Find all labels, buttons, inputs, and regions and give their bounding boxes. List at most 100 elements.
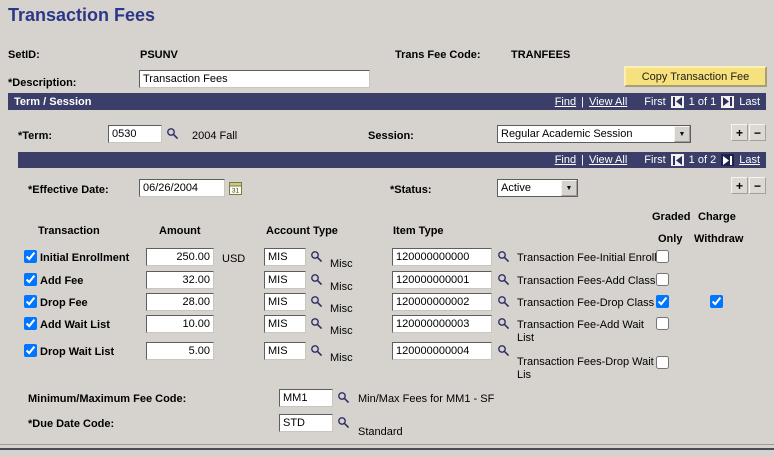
session-label: Session: bbox=[368, 130, 414, 142]
account-type-desc: Misc bbox=[330, 303, 353, 315]
min-max-fee-code-desc: Min/Max Fees for MM1 - SF bbox=[358, 393, 495, 405]
nav-separator: | bbox=[581, 95, 584, 108]
term-input[interactable] bbox=[108, 125, 162, 143]
view-all-link[interactable]: View All bbox=[588, 95, 628, 108]
last-label: Last bbox=[739, 95, 760, 108]
column-header-item-type: Item Type bbox=[393, 225, 444, 237]
column-header-graded: Graded bbox=[652, 211, 691, 223]
item-type-input[interactable] bbox=[392, 271, 492, 289]
account-type-input[interactable] bbox=[264, 293, 306, 311]
fee-row: Drop Fee Misc Transaction Fee-Drop Class bbox=[0, 293, 774, 317]
view-all-link[interactable]: View All bbox=[588, 154, 628, 166]
account-type-input[interactable] bbox=[264, 315, 306, 333]
page-position-label: 1 of 2 bbox=[688, 154, 717, 166]
bottom-divider-thick bbox=[0, 448, 774, 450]
fee-row: Initial Enrollment USD Misc Transaction … bbox=[0, 248, 774, 272]
transaction-enabled-checkbox[interactable] bbox=[24, 295, 37, 308]
delete-row-button[interactable]: − bbox=[749, 124, 766, 141]
account-type-desc: Misc bbox=[330, 325, 353, 337]
account-type-lookup-icon[interactable] bbox=[310, 250, 324, 264]
account-type-lookup-icon[interactable] bbox=[310, 295, 324, 309]
graded-only-checkbox[interactable] bbox=[656, 273, 669, 286]
amount-input[interactable] bbox=[146, 271, 214, 289]
trans-fee-code-label: Trans Fee Code: bbox=[395, 49, 481, 61]
min-max-fee-code-input[interactable] bbox=[279, 389, 333, 407]
nav-separator: | bbox=[581, 154, 584, 166]
item-type-desc: Transaction Fee-Initial Enroll bbox=[517, 252, 657, 264]
transaction-enabled-checkbox[interactable] bbox=[24, 250, 37, 263]
status-select[interactable]: Active ▼ bbox=[497, 179, 578, 197]
account-type-input[interactable] bbox=[264, 248, 306, 266]
transaction-enabled-checkbox[interactable] bbox=[24, 344, 37, 357]
item-type-lookup-icon[interactable] bbox=[497, 317, 511, 331]
item-type-lookup-icon[interactable] bbox=[497, 295, 511, 309]
item-type-input[interactable] bbox=[392, 342, 492, 360]
column-header-charge: Charge bbox=[698, 211, 736, 223]
account-type-input[interactable] bbox=[264, 271, 306, 289]
description-input[interactable] bbox=[139, 70, 370, 88]
fee-row: Drop Wait List Misc Transaction Fees-Dro… bbox=[0, 342, 774, 381]
amount-input[interactable] bbox=[146, 293, 214, 311]
transaction-label: Add Fee bbox=[40, 275, 84, 287]
term-desc: 2004 Fall bbox=[192, 130, 238, 142]
account-type-desc: Misc bbox=[330, 352, 353, 364]
item-type-input[interactable] bbox=[392, 315, 492, 333]
setid-value: PSUNV bbox=[140, 49, 178, 61]
column-header-transaction: Transaction bbox=[38, 225, 100, 237]
item-type-lookup-icon[interactable] bbox=[497, 273, 511, 287]
trans-fee-code-value: TRANFEES bbox=[511, 49, 571, 61]
account-type-input[interactable] bbox=[264, 342, 306, 360]
last-link[interactable]: Last bbox=[739, 154, 760, 166]
currency-label: USD bbox=[222, 253, 246, 265]
last-arrow-icon[interactable] bbox=[721, 154, 735, 166]
graded-only-checkbox[interactable] bbox=[656, 295, 669, 308]
status-selected-value: Active bbox=[501, 182, 531, 194]
account-type-lookup-icon[interactable] bbox=[310, 273, 324, 287]
add-row-button[interactable]: + bbox=[731, 177, 748, 194]
account-type-lookup-icon[interactable] bbox=[310, 344, 324, 358]
due-date-code-desc: Standard bbox=[358, 426, 403, 438]
term-session-nav: Find | View All First 1 of 1 Last bbox=[554, 95, 760, 108]
graded-only-checkbox[interactable] bbox=[656, 356, 669, 369]
amount-input[interactable] bbox=[146, 342, 214, 360]
min-max-lookup-icon[interactable] bbox=[337, 391, 351, 405]
item-type-lookup-icon[interactable] bbox=[497, 344, 511, 358]
graded-only-checkbox[interactable] bbox=[656, 317, 669, 330]
term-label: *Term: bbox=[18, 130, 53, 142]
term-lookup-icon[interactable] bbox=[166, 127, 180, 141]
status-label: *Status: bbox=[390, 184, 432, 196]
effective-date-nav: Find | View All First 1 of 2 Last bbox=[555, 154, 760, 166]
first-arrow-icon bbox=[670, 154, 684, 166]
dropdown-arrow-icon[interactable]: ▼ bbox=[674, 126, 690, 142]
account-type-lookup-icon[interactable] bbox=[310, 317, 324, 331]
transaction-label: Drop Fee bbox=[40, 297, 88, 309]
find-link[interactable]: Find bbox=[554, 154, 577, 166]
last-arrow-icon bbox=[721, 95, 735, 108]
find-link[interactable]: Find bbox=[554, 95, 577, 108]
amount-input[interactable] bbox=[146, 248, 214, 266]
description-label: *Description: bbox=[8, 77, 77, 89]
item-type-input[interactable] bbox=[392, 293, 492, 311]
add-row-button[interactable]: + bbox=[731, 124, 748, 141]
delete-row-button[interactable]: − bbox=[749, 177, 766, 194]
dropdown-arrow-icon[interactable]: ▼ bbox=[561, 180, 577, 196]
due-date-lookup-icon[interactable] bbox=[337, 416, 351, 430]
session-select[interactable]: Regular Academic Session ▼ bbox=[497, 125, 691, 143]
item-type-input[interactable] bbox=[392, 248, 492, 266]
charge-withdraw-checkbox[interactable] bbox=[710, 295, 723, 308]
first-arrow-icon bbox=[670, 95, 684, 108]
account-type-desc: Misc bbox=[330, 281, 353, 293]
effective-date-input[interactable] bbox=[139, 179, 225, 197]
fee-row: Add Fee Misc Transaction Fees-Add Class bbox=[0, 271, 774, 295]
calendar-icon[interactable]: 31 bbox=[229, 181, 242, 195]
amount-input[interactable] bbox=[146, 315, 214, 333]
transaction-enabled-checkbox[interactable] bbox=[24, 273, 37, 286]
fee-row: Add Wait List Misc Transaction Fee-Add W… bbox=[0, 315, 774, 344]
graded-only-checkbox[interactable] bbox=[656, 250, 669, 263]
setid-label: SetID: bbox=[8, 49, 40, 61]
item-type-lookup-icon[interactable] bbox=[497, 250, 511, 264]
copy-transaction-fee-button[interactable]: Copy Transaction Fee bbox=[624, 66, 767, 87]
due-date-code-input[interactable] bbox=[279, 414, 333, 432]
transaction-label: Add Wait List bbox=[40, 319, 110, 331]
transaction-enabled-checkbox[interactable] bbox=[24, 317, 37, 330]
